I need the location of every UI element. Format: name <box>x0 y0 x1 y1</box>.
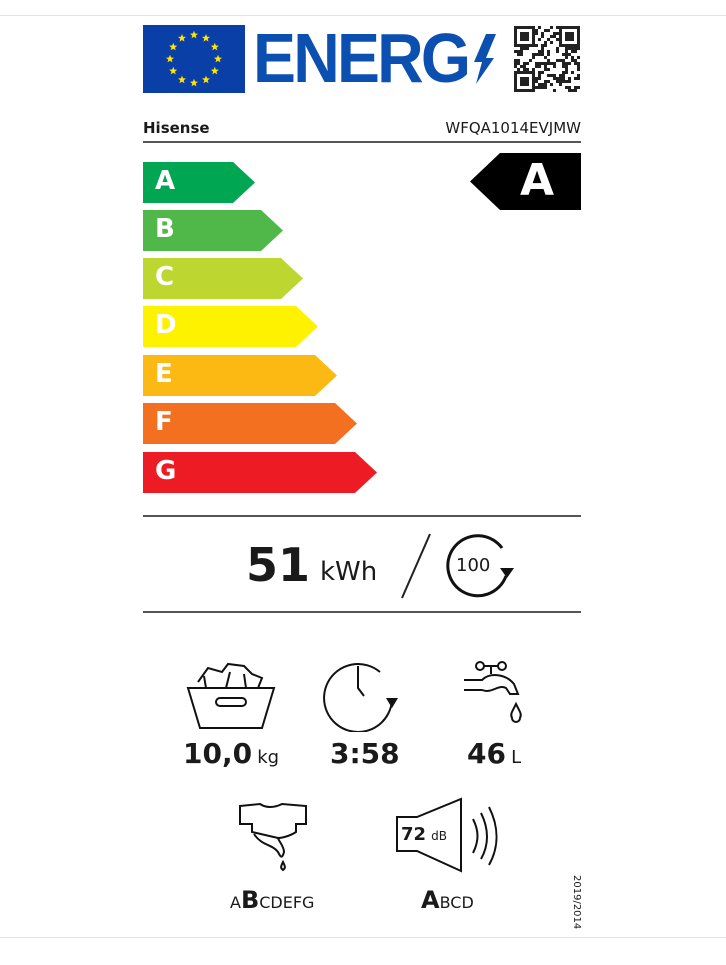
star-icon <box>202 75 210 84</box>
energy-class-b: B <box>143 210 283 251</box>
noise-value: 72 <box>401 824 427 845</box>
energy-logo: ENERG <box>253 19 471 97</box>
noise-class-scale: ABCD <box>421 886 474 914</box>
noise-reading: 72 dB <box>401 824 447 845</box>
noise-class-selected: A <box>421 886 440 914</box>
energy-class-g: G <box>143 452 377 493</box>
divider <box>143 611 581 613</box>
star-icon <box>214 54 222 63</box>
capacity-unit: kg <box>257 747 280 768</box>
divider <box>143 141 581 143</box>
star-icon <box>169 42 178 51</box>
cycles-count: 100 <box>456 555 491 576</box>
energy-class-letter: B <box>155 214 175 244</box>
rating-letter: A <box>520 155 555 206</box>
spin-class-post: CDEFG <box>259 893 315 912</box>
speaker-icon <box>396 797 498 873</box>
energy-value: 51 <box>246 538 311 592</box>
water-value: 46 <box>467 737 506 770</box>
clock-icon <box>323 662 398 732</box>
qr-code-icon <box>513 25 581 93</box>
energy-class-f: F <box>143 403 357 444</box>
energy-class-d: D <box>143 306 318 347</box>
water-unit: L <box>511 747 522 768</box>
slash-divider <box>401 533 431 599</box>
energy-class-a: A <box>143 162 255 203</box>
divider <box>143 515 581 517</box>
star-icon <box>190 78 198 87</box>
star-icon <box>166 54 174 63</box>
spin-drying-icon <box>239 802 307 872</box>
star-icon <box>169 66 178 75</box>
brand-name: Hisense <box>143 119 210 137</box>
noise-class-post: BCD <box>439 893 474 912</box>
noise-unit: dB <box>431 829 448 843</box>
regulation-number: 2019/2014 <box>571 875 582 930</box>
star-icon <box>178 75 186 84</box>
cycles-icon: 100 <box>444 532 520 600</box>
energy-class-letter: C <box>155 262 175 292</box>
energy-unit: kWh <box>320 557 378 587</box>
lightning-icon <box>474 34 496 84</box>
star-icon <box>202 34 210 42</box>
laundry-basket-icon <box>186 662 276 729</box>
energy-class-letter: A <box>155 166 176 196</box>
duration-value: 3:58 <box>330 737 400 770</box>
top-border <box>0 15 726 16</box>
energy-class-letter: F <box>155 407 173 437</box>
energy-class-letter: G <box>155 456 177 486</box>
energy-class-letter: E <box>155 359 173 389</box>
star-icon <box>178 34 186 42</box>
capacity-value: 10,0 <box>183 737 253 770</box>
spin-class-selected: B <box>240 886 260 914</box>
noise-icon: 72 dB <box>395 797 507 873</box>
star-icon <box>210 42 219 51</box>
star-icon <box>190 30 198 39</box>
cycle-arrow-icon <box>446 534 514 598</box>
energy-class-e: E <box>143 355 337 396</box>
spin-class-scale: ABCDEFG <box>230 886 314 914</box>
energy-class-c: C <box>143 258 303 299</box>
water: 46 L <box>467 737 521 770</box>
water-tap-icon <box>464 661 522 723</box>
bottom-border <box>0 937 726 938</box>
star-icon <box>210 66 219 75</box>
energy-class-letter: D <box>155 310 177 340</box>
capacity: 10,0 kg <box>183 737 279 770</box>
spin-class-pre: A <box>230 893 241 912</box>
arrow-shape <box>470 153 581 210</box>
model-number: WFQA1014EVJMW <box>445 119 581 137</box>
rating-arrow: A <box>470 153 581 210</box>
eu-flag-icon <box>143 25 245 93</box>
